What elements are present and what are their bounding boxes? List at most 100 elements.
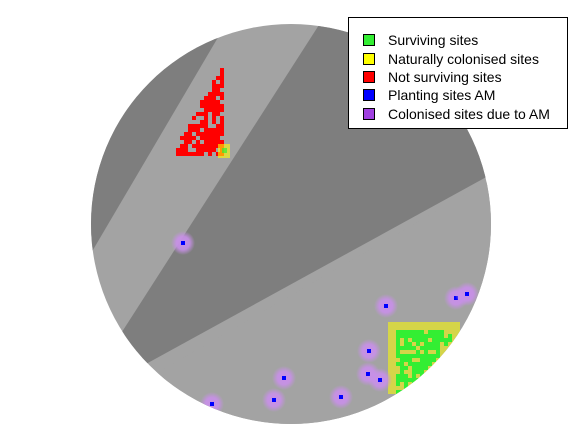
surviving-cell: [440, 330, 444, 334]
not-surviving-cell: [220, 108, 224, 112]
not-surviving-cell: [208, 128, 212, 132]
surviving-cell: [412, 366, 416, 370]
not-surviving-cell: [216, 76, 220, 80]
not-surviving-cell: [212, 84, 216, 88]
not-surviving-cell: [208, 152, 212, 156]
surviving-cell: [424, 334, 428, 338]
not-surviving-cell: [220, 104, 224, 108]
surviving-cell: [420, 374, 424, 378]
surviving-cell: [416, 378, 420, 382]
not-surviving-cell: [204, 112, 208, 116]
not-surviving-cell: [212, 100, 216, 104]
not-surviving-cell: [220, 72, 224, 76]
surviving-cell: [404, 330, 408, 334]
surviving-cell: [428, 358, 432, 362]
surviving-cell: [424, 346, 428, 350]
surviving-cell: [420, 346, 424, 350]
not-surviving-cell: [204, 100, 208, 104]
not-surviving-cell: [216, 84, 220, 88]
surviving-cell: [396, 342, 400, 346]
not-surviving-cell: [200, 144, 204, 148]
legend: Surviving sites Naturally colonised site…: [348, 17, 568, 129]
planting-site-am-cell: [210, 402, 214, 406]
surviving-cell: [416, 354, 420, 358]
not-surviving-cell: [196, 152, 200, 156]
not-surviving-cell: [184, 148, 188, 152]
not-surviving-cell: [180, 148, 184, 152]
surviving-cell: [448, 334, 452, 338]
surviving-cell: [396, 362, 400, 366]
surviving-cell: [436, 334, 440, 338]
not-surviving-cell: [212, 140, 216, 144]
surviving-cell: [404, 358, 408, 362]
surviving-cell: [396, 374, 400, 378]
surviving-cell: [420, 358, 424, 362]
surviving-cell: [412, 378, 416, 382]
planting-site-am-cell: [384, 304, 388, 308]
surviving-cell: [400, 330, 404, 334]
surviving-cell: [412, 346, 416, 350]
not-surviving-cell: [208, 144, 212, 148]
surviving-cell: [424, 366, 428, 370]
surviving-cell: [424, 362, 428, 366]
not-surviving-cell: [216, 136, 220, 140]
not-surviving-cell: [196, 128, 200, 132]
cell-layer: [171, 68, 479, 416]
legend-item-colonised-am: Colonised sites due to AM: [363, 105, 567, 123]
surviving-cell: [412, 374, 416, 378]
not-surviving-cell: [220, 84, 224, 88]
not-surviving-cell: [196, 140, 200, 144]
not-surviving-cell: [204, 128, 208, 132]
surviving-cell: [396, 354, 400, 358]
not-surviving-cell: [204, 132, 208, 136]
not-surviving-cell: [208, 140, 212, 144]
surviving-cell: [408, 342, 412, 346]
surviving-cell: [404, 334, 408, 338]
legend-item-surviving: Surviving sites: [363, 31, 567, 49]
not-surviving-cell: [196, 112, 200, 116]
surviving-cell: [436, 342, 440, 346]
not-surviving-cell: [188, 136, 192, 140]
not-surviving-cell: [180, 152, 184, 156]
not-surviving-cell: [216, 112, 220, 116]
surviving-cell: [400, 378, 404, 382]
not-surviving-cell: [220, 76, 224, 80]
not-surviving-cell: [216, 100, 220, 104]
not-surviving-cell: [216, 132, 220, 136]
surviving-cell: [396, 390, 400, 394]
surviving-cell: [222, 148, 227, 153]
surviving-cell: [448, 338, 452, 342]
not-surviving-cell: [212, 96, 216, 100]
not-surviving-cell: [192, 136, 196, 140]
surviving-cell: [416, 362, 420, 366]
not-surviving-cell: [208, 96, 212, 100]
not-surviving-cell: [220, 140, 224, 144]
surviving-cell: [440, 338, 444, 342]
not-surviving-cell: [212, 108, 216, 112]
surviving-cell: [396, 330, 400, 334]
surviving-cell: [424, 350, 428, 354]
surviving-cell: [436, 350, 440, 354]
surviving-cell: [424, 354, 428, 358]
planting-site-am-cell: [339, 395, 343, 399]
surviving-cell: [428, 334, 432, 338]
not-surviving-cell: [216, 92, 220, 96]
not-surviving-cell: [200, 124, 204, 128]
not-surviving-cell: [208, 132, 212, 136]
not-surviving-cell: [212, 92, 216, 96]
surviving-cell: [400, 366, 404, 370]
not-surviving-cell: [212, 132, 216, 136]
surviving-cell: [412, 338, 416, 342]
not-surviving-cell: [216, 88, 220, 92]
not-surviving-cell: [208, 92, 212, 96]
legend-item-not-surviving: Not surviving sites: [363, 68, 567, 86]
surviving-cell: [436, 338, 440, 342]
surviving-cell: [400, 346, 404, 350]
surviving-cell: [420, 334, 424, 338]
not-surviving-cell: [184, 140, 188, 144]
surviving-cell: [412, 334, 416, 338]
planting-site-am-cell: [366, 372, 370, 376]
not-surviving-cell: [200, 136, 204, 140]
surviving-cell: [436, 354, 440, 358]
surviving-cell: [416, 366, 420, 370]
